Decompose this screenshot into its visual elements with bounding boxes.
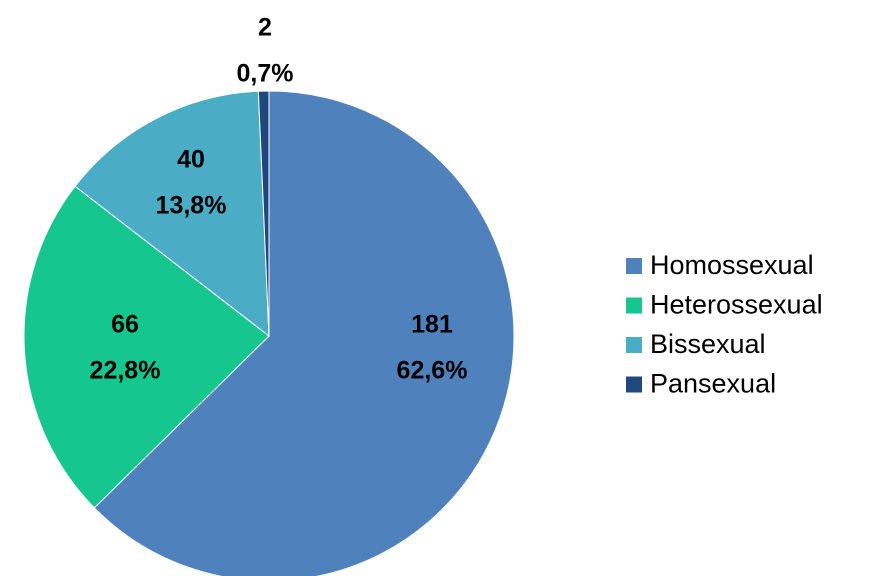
value-label: 40: [177, 146, 205, 174]
pie-slice: [23, 185, 270, 509]
value-label: 2: [258, 14, 272, 42]
legend-label: Pansexual: [650, 369, 776, 399]
percentage-label: 13,8%: [156, 192, 227, 220]
pie-slice: [257, 90, 270, 337]
percentage-label: 62,6%: [397, 357, 468, 385]
value-label: 181: [411, 311, 453, 339]
legend-swatch: [626, 376, 642, 393]
percentage-label: 22,8%: [90, 357, 161, 385]
legend-label: Bissexual: [650, 329, 766, 359]
legend-label: Homossexual: [650, 250, 814, 280]
legend-swatch: [626, 297, 642, 314]
value-label: 66: [111, 311, 139, 339]
legend-swatch: [626, 337, 642, 353]
legend-swatch: [626, 258, 642, 274]
pie-slice: [74, 90, 270, 338]
legend-label: Heterossexual: [650, 290, 823, 320]
percentage-label: 0,7%: [237, 60, 294, 88]
